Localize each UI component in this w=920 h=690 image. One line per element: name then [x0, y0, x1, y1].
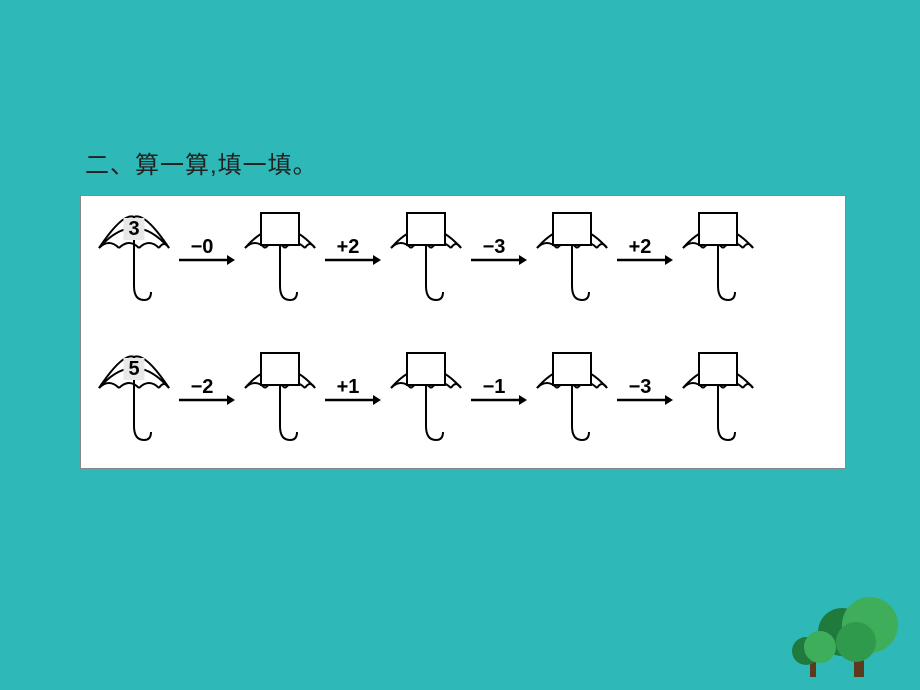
answer-box[interactable]	[406, 212, 446, 246]
arrow-op: +2	[325, 237, 381, 265]
answer-box[interactable]	[552, 352, 592, 386]
umbrella-answer	[387, 354, 465, 446]
arrow-op: −3	[617, 377, 673, 405]
operation-label: −3	[629, 377, 652, 397]
umbrella-answer	[679, 214, 757, 306]
operation-label: +1	[337, 377, 360, 397]
umbrella-answer	[533, 214, 611, 306]
umbrella-answer	[387, 214, 465, 306]
arrow-op: −1	[471, 377, 527, 405]
operation-label: +2	[629, 237, 652, 257]
operation-label: −0	[191, 237, 214, 257]
umbrella-answer	[241, 354, 319, 446]
answer-box[interactable]	[406, 352, 446, 386]
section-title: 二、算一算,填一填。	[85, 145, 318, 180]
answer-box[interactable]	[260, 352, 300, 386]
start-value: 5	[123, 358, 144, 380]
umbrella-answer	[533, 354, 611, 446]
arrow-op: −3	[471, 237, 527, 265]
operation-label: −1	[483, 377, 506, 397]
answer-box[interactable]	[698, 352, 738, 386]
umbrella-answer	[241, 214, 319, 306]
exercise-row: 3 −0 +2	[95, 214, 831, 306]
arrow-op: −0	[179, 237, 235, 265]
operation-label: −2	[191, 377, 214, 397]
tree-decoration	[792, 587, 902, 682]
operation-label: +2	[337, 237, 360, 257]
operation-label: −3	[483, 237, 506, 257]
start-value: 3	[123, 218, 144, 240]
umbrella-start: 3	[95, 214, 173, 306]
umbrella-start: 5	[95, 354, 173, 446]
arrow-op: −2	[179, 377, 235, 405]
worksheet-panel: 3 −0 +2	[80, 195, 846, 469]
arrow-op: +1	[325, 377, 381, 405]
exercise-row: 5 −2 +1	[95, 354, 831, 446]
answer-box[interactable]	[698, 212, 738, 246]
answer-box[interactable]	[260, 212, 300, 246]
answer-box[interactable]	[552, 212, 592, 246]
arrow-op: +2	[617, 237, 673, 265]
umbrella-answer	[679, 354, 757, 446]
